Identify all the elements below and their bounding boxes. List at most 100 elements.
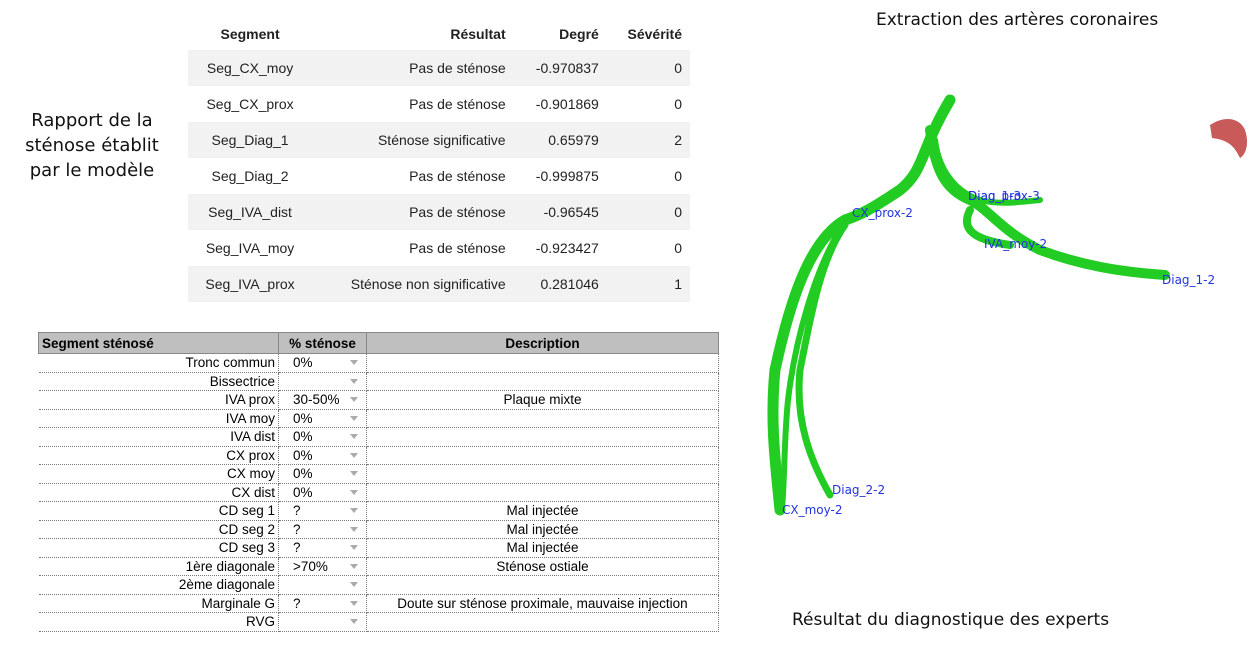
description-cell bbox=[366, 409, 719, 428]
table-row: Seg_IVA_dist Pas de sténose -0.96545 0 bbox=[188, 194, 690, 230]
description-cell bbox=[366, 575, 719, 595]
table-row: CD seg 1? Mal injectée bbox=[38, 501, 719, 521]
table-cell: Seg_IVA_prox bbox=[188, 266, 313, 302]
table-row: CD seg 2? Mal injectée bbox=[38, 520, 719, 539]
stenose-cell: ? bbox=[278, 520, 367, 539]
table-row: Seg_Diag_2 Pas de sténose -0.999875 0 bbox=[188, 158, 690, 194]
stenose-cell: >70% bbox=[278, 557, 367, 576]
table-row: Seg_CX_prox Pas de sténose -0.901869 0 bbox=[188, 86, 690, 122]
segment-cell: IVA dist bbox=[38, 427, 279, 447]
table-row: Seg_Diag_1 Sténose significative 0.65979 2 bbox=[188, 122, 690, 158]
table-cell: Pas de sténose bbox=[409, 96, 506, 112]
header-row: Segment sténosé% sténose Description bbox=[38, 332, 719, 354]
header-cell: % sténose bbox=[278, 332, 367, 354]
segment-cell: IVA prox bbox=[38, 390, 279, 410]
table-cell: Seg_IVA_dist bbox=[188, 194, 313, 230]
segment-cell: CX prox bbox=[38, 446, 279, 465]
stenose-cell: 0% bbox=[278, 446, 367, 465]
table-row: IVA prox 30-50% Plaque mixte bbox=[38, 390, 719, 410]
description-cell bbox=[366, 427, 719, 447]
segment-cell: CX moy bbox=[38, 464, 279, 484]
panel-caption: Résultat du diagnostique des experts bbox=[792, 610, 1110, 630]
stenose-cell: 30-50% bbox=[278, 390, 367, 410]
vessel-label: Diag_1-3 bbox=[968, 189, 1021, 203]
expert-table: Segment sténosé% sténose Description Tronc… bbox=[38, 332, 719, 632]
table-row: IVA moy 0% bbox=[38, 409, 719, 428]
header-row: Segment Résultat Degré Sévérité bbox=[188, 18, 690, 50]
segment-cell: CX dist bbox=[38, 483, 279, 502]
table-cell: -0.901869 bbox=[535, 96, 599, 112]
table-cell: -0.96545 bbox=[513, 194, 607, 230]
description-cell bbox=[366, 464, 719, 484]
table-cell: -0.923427 bbox=[535, 240, 599, 256]
table-row: Tronc commun 0% bbox=[38, 353, 719, 373]
segment-cell: 2ème diagonale bbox=[38, 575, 279, 595]
vessel-label: Diag_2-2 bbox=[832, 483, 885, 497]
header-cell: Segment sténosé bbox=[38, 332, 279, 354]
table-row: CX moy 0% bbox=[38, 464, 719, 484]
table-cell: Sténose significative bbox=[312, 122, 514, 158]
table-row: CX prox 0% bbox=[38, 446, 719, 465]
stenose-cell: 0% bbox=[278, 427, 367, 447]
table-cell: Seg_IVA_moy bbox=[205, 240, 295, 256]
stenose-cell bbox=[278, 372, 367, 391]
table-row: RVG bbox=[38, 612, 719, 632]
table-row: Seg_IVA_prox Sténose non significative 0.2… bbox=[188, 266, 690, 302]
table-cell: Seg_Diag_2 bbox=[211, 168, 289, 184]
segment-cell: IVA moy bbox=[38, 409, 279, 428]
caption-line: Rapport de la bbox=[31, 110, 153, 131]
table-cell: 0 bbox=[674, 96, 682, 112]
table-cell: -0.970837 bbox=[513, 50, 607, 86]
stenose-cell: 0% bbox=[278, 483, 367, 502]
left-caption: Rapport de la sténose établit par le modèl… bbox=[0, 108, 184, 183]
model-table: Segment Résultat Degré Sévérité Seg_CX_moy Pa… bbox=[188, 18, 690, 302]
description-cell bbox=[366, 446, 719, 465]
description-cell: Doute sur sténose proximale, mauvaise in… bbox=[366, 594, 719, 613]
segment-cell: CD seg 3 bbox=[38, 538, 279, 558]
stenose-cell: 0% bbox=[278, 409, 367, 428]
table-cell: Pas de sténose bbox=[409, 240, 506, 256]
caption-line: sténose établit bbox=[25, 135, 159, 156]
vessel-label: CX_moy-2 bbox=[782, 503, 843, 517]
table-cell: Sténose non significative bbox=[312, 266, 514, 302]
segment-cell: Tronc commun bbox=[38, 353, 279, 373]
description-cell bbox=[366, 372, 719, 391]
segment-cell: RVG bbox=[38, 612, 279, 632]
stenose-cell: 0% bbox=[278, 353, 367, 373]
vessel-label: CX_prox-2 bbox=[852, 206, 913, 220]
description-cell: Mal injectée bbox=[366, 501, 719, 521]
table-cell: Pas de sténose bbox=[312, 194, 514, 230]
table-row: Seg_IVA_moy Pas de sténose -0.923427 0 bbox=[188, 230, 690, 266]
table-cell: Seg_CX_moy bbox=[188, 50, 313, 86]
stenose-cell: 0% bbox=[278, 464, 367, 484]
description-cell bbox=[366, 353, 719, 373]
stenose-cell: ? bbox=[278, 501, 367, 521]
table-cell: Seg_Diag_1 bbox=[188, 122, 313, 158]
header-cell: Degré bbox=[559, 26, 599, 42]
segment-cell: CD seg 1 bbox=[38, 501, 279, 521]
table-cell: Seg_CX_prox bbox=[206, 96, 294, 112]
table-row: Bissectrice bbox=[38, 372, 719, 391]
description-cell bbox=[366, 483, 719, 502]
panel-title: Extraction des artères coronaires bbox=[876, 10, 1159, 30]
table-cell: -0.999875 bbox=[535, 168, 599, 184]
description-cell: Sténose ostiale bbox=[366, 557, 719, 576]
description-cell: Mal injectée bbox=[366, 538, 719, 558]
table-row: CD seg 3? Mal injectée bbox=[38, 538, 719, 558]
header-cell: Description bbox=[366, 332, 719, 354]
table-row: Seg_CX_moy Pas de sténose -0.970837 0 bbox=[188, 50, 690, 86]
stenose-cell: ? bbox=[278, 594, 367, 613]
table-cell: 0 bbox=[606, 50, 690, 86]
vessel-label: IVA_moy-2 bbox=[984, 237, 1047, 251]
description-cell: Plaque mixte bbox=[366, 390, 719, 410]
table-row: IVA dist 0% bbox=[38, 427, 719, 447]
vessel-label: Diag_1-2 bbox=[1162, 273, 1215, 287]
header-cell: Sévérité bbox=[627, 26, 682, 42]
header-cell: Résultat bbox=[450, 26, 506, 42]
table-row: 1ère diagonale >70% Sténose ostiale bbox=[38, 557, 719, 576]
table-cell: Pas de sténose bbox=[409, 168, 506, 184]
segment-cell: CD seg 2 bbox=[38, 520, 279, 539]
table-cell: 2 bbox=[606, 122, 690, 158]
segment-cell: Bissectrice bbox=[38, 372, 279, 391]
